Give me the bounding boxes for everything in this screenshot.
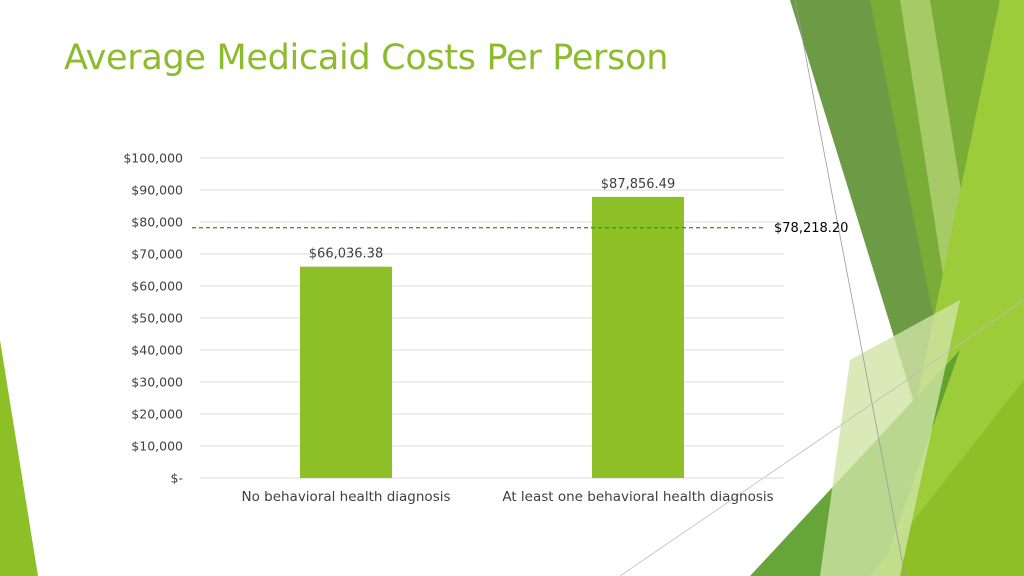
reference-line-group: $78,218.20 <box>192 221 848 236</box>
data-label: $66,036.38 <box>309 247 383 262</box>
deco-thin-line-1 <box>794 0 906 576</box>
y-tick-label: $80,000 <box>131 215 183 230</box>
bars <box>300 196 684 478</box>
x-tick-label: At least one behavioral health diagnosis <box>502 489 773 505</box>
y-axis: $- $10,000 $20,000 $30,000 $40,000 $50,000 $60… <box>123 151 183 486</box>
y-tick-label: $30,000 <box>131 375 183 390</box>
y-tick-label: $100,000 <box>123 151 183 166</box>
x-axis: No behavioral health diagnosis At least o… <box>241 489 773 505</box>
y-tick-label: $20,000 <box>131 407 183 422</box>
y-tick-label: $- <box>171 471 183 486</box>
data-label: $87,856.49 <box>601 177 675 192</box>
y-tick-label: $40,000 <box>131 343 183 358</box>
y-tick-label: $60,000 <box>131 279 183 294</box>
deco-light-wedge <box>820 300 960 576</box>
reference-line-label: $78,218.20 <box>774 221 848 236</box>
deco-thin-line-2 <box>619 299 1024 576</box>
deco-left-sliver <box>0 340 38 576</box>
gridlines <box>200 157 784 479</box>
bar <box>300 266 392 478</box>
y-tick-label: $90,000 <box>131 183 183 198</box>
y-tick-label: $10,000 <box>131 439 183 454</box>
bar <box>592 196 684 478</box>
slide-title: Average Medicaid Costs Per Person <box>64 38 669 78</box>
x-tick-label: No behavioral health diagnosis <box>241 489 450 505</box>
data-labels: $66,036.38 $87,856.49 <box>309 177 675 262</box>
y-tick-label: $70,000 <box>131 247 183 262</box>
y-tick-label: $50,000 <box>131 311 183 326</box>
